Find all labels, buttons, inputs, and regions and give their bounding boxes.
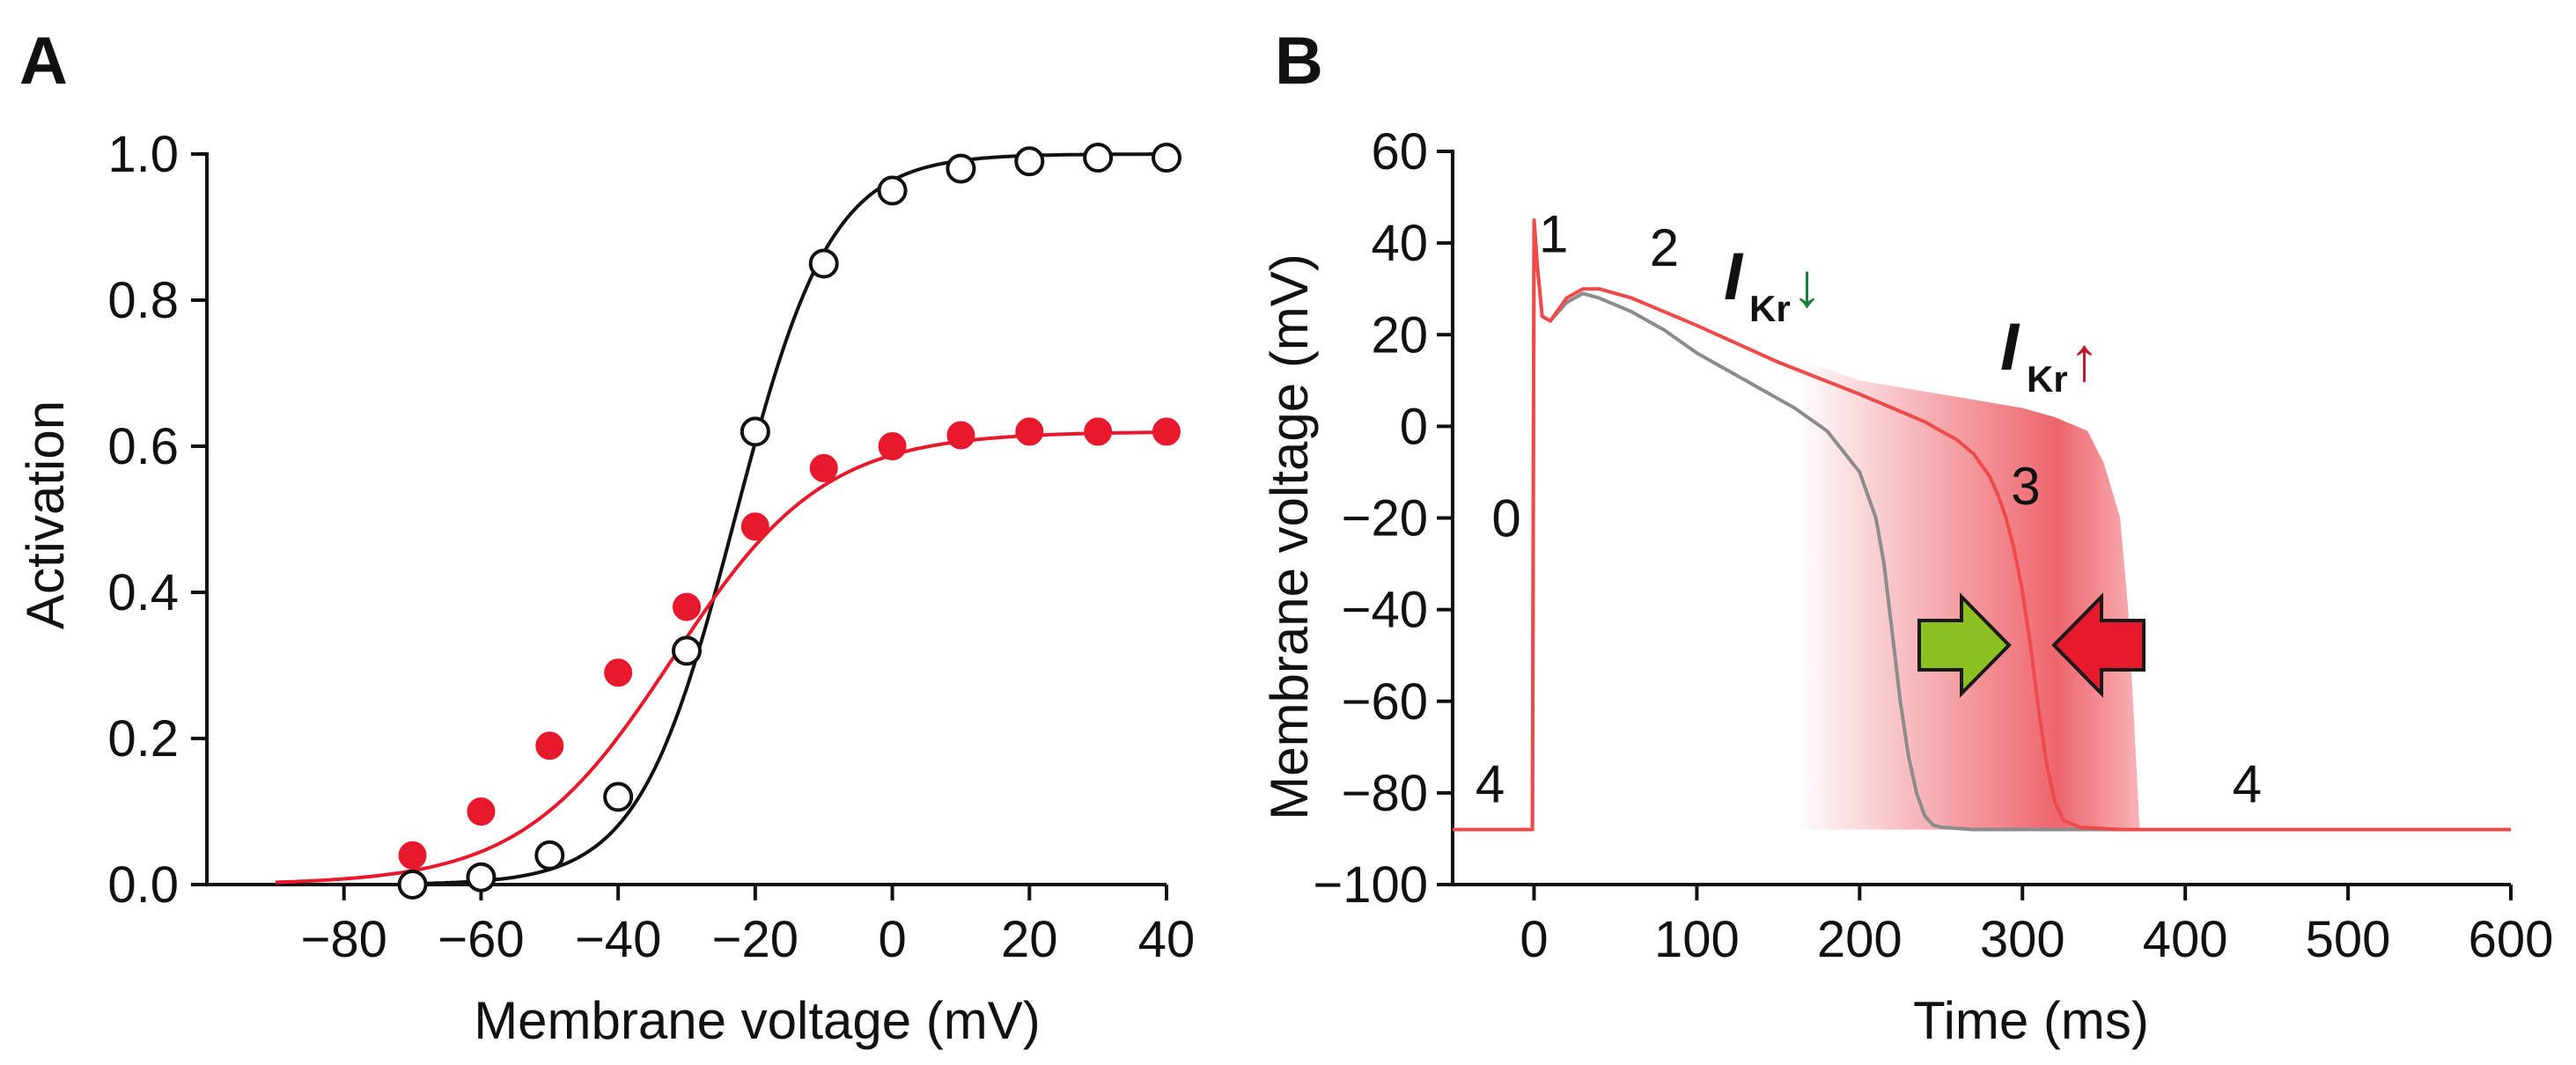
ikr-down-subscript: Kr (1749, 288, 1791, 329)
b-y-tick-label: 60 (1371, 123, 1428, 180)
control-data-point (740, 416, 770, 447)
b-x-tick-label: 400 (2143, 911, 2228, 968)
a-x-axis-title: Membrane voltage (mV) (474, 991, 1041, 1050)
b-x-tick-label: 500 (2306, 911, 2391, 968)
mutant-data-point (1084, 417, 1113, 446)
control-data-point (1083, 143, 1114, 173)
green-right-block-arrow-icon (1917, 592, 2012, 698)
ap-trace-ikr-increased (1453, 218, 2511, 832)
b-y-axis-title: Membrane voltage (mV) (1260, 253, 1319, 820)
a-y-tick-label: 0.0 (107, 856, 179, 914)
a-y-axis-title: Activation (16, 400, 75, 629)
mutant-data-point (740, 512, 769, 541)
a-x-tick-label: 20 (1001, 911, 1058, 968)
mutant-data-point (604, 658, 633, 687)
control-data-point (397, 870, 428, 900)
ikr-up-italic-i: I (2000, 310, 2020, 385)
mutant-data-point (398, 841, 427, 870)
a-x-tick-label: −20 (712, 911, 799, 968)
panel-label-a: A (19, 24, 68, 99)
a-x-tick-label: −80 (301, 911, 387, 968)
a-y-tick-label: 0.2 (107, 710, 179, 768)
panel-label-b: B (1275, 24, 1323, 99)
control-data-point (808, 248, 839, 279)
a-y-tick-label: 0.4 (107, 564, 179, 621)
a-y-tick-label: 0.8 (107, 272, 179, 329)
b-x-tick-label: 0 (1520, 911, 1548, 968)
control-data-point (1152, 143, 1181, 173)
control-data-point (877, 175, 908, 206)
b-y-tick-label: 40 (1371, 215, 1428, 272)
b-x-tick-label: 100 (1654, 911, 1740, 968)
mutant-data-point (946, 421, 975, 450)
phase-label: 2 (1650, 218, 1679, 277)
control-data-point (534, 840, 565, 870)
b-y-tick-label: 0 (1400, 398, 1428, 455)
ikr-up-annotation: I Kr ↑ (2000, 310, 2100, 400)
phase-label: 4 (1476, 754, 1505, 813)
b-y-tick-label: −60 (1342, 673, 1428, 731)
a-y-tick-label: 1.0 (107, 126, 179, 183)
mutant-data-point (809, 453, 838, 482)
b-y-tick-label: −100 (1313, 856, 1428, 914)
b-x-axis-title: Time (ms) (1913, 991, 2149, 1050)
a-y-tick-label: 0.6 (107, 418, 179, 475)
control-data-point (946, 153, 976, 184)
b-x-tick-label: 300 (1980, 911, 2065, 968)
panel-a: A 0.0 0.2 0.4 0.6 0.8 1.0 −80 −60 −40 −20 0 20 40 Ac… (16, 24, 1195, 1050)
ikr-up-arrow-icon: ↑ (2069, 325, 2100, 393)
red-left-block-arrow-icon (2051, 592, 2145, 698)
ikr-variability-shade (1534, 293, 2140, 830)
mutant-data-point (535, 731, 564, 760)
b-x-tick-label: 600 (2469, 911, 2554, 968)
control-fit-curve (412, 152, 1167, 885)
mutant-data-point (467, 797, 496, 826)
control-data-point (1014, 146, 1045, 177)
mutant-fit-curve (275, 430, 1167, 885)
ikr-down-annotation: I Kr ↓ (1724, 239, 1822, 329)
phase-label: 0 (1491, 488, 1520, 547)
a-x-tick-label: 0 (878, 911, 906, 968)
b-y-tick-label: −80 (1342, 765, 1428, 822)
control-data-point (672, 635, 702, 666)
ikr-down-italic-i: I (1724, 239, 1744, 314)
mutant-data-point (1152, 417, 1181, 446)
ikr-up-subscript: Kr (2027, 358, 2068, 400)
mutant-data-point (878, 432, 907, 460)
b-y-tick-label: 20 (1371, 306, 1428, 364)
a-x-tick-label: 40 (1138, 911, 1196, 968)
mutant-data-point (673, 592, 701, 621)
phase-label: 3 (2011, 457, 2040, 516)
ikr-down-arrow-icon: ↓ (1792, 251, 1822, 320)
a-x-tick-label: −60 (438, 911, 524, 968)
control-data-point (466, 862, 497, 892)
phase-label: 1 (1539, 205, 1568, 264)
a-x-tick-label: −40 (575, 911, 661, 968)
mutant-data-point (1015, 417, 1044, 446)
phase-label: 4 (2233, 754, 2262, 813)
b-y-tick-label: −20 (1342, 490, 1428, 547)
control-data-point (603, 782, 634, 812)
b-x-tick-label: 200 (1817, 911, 1903, 968)
b-y-tick-label: −40 (1342, 582, 1428, 639)
